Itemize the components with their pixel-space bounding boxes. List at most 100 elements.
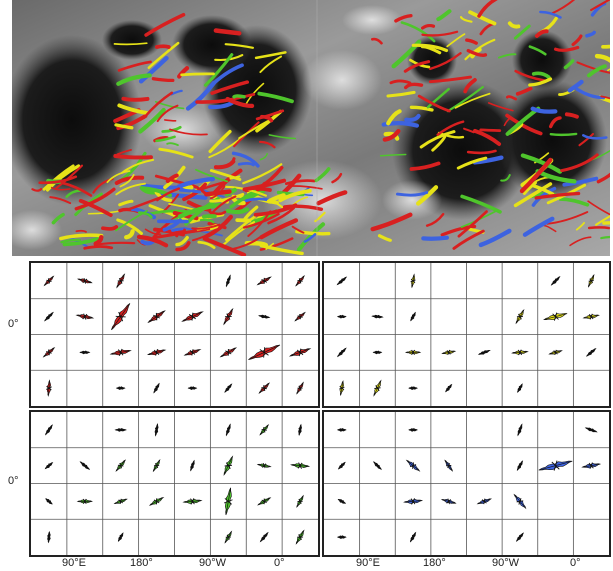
- rose-diagram: [337, 461, 346, 470]
- x-tick-label: 90°E: [356, 557, 380, 569]
- rose-diagram: [47, 532, 51, 543]
- rose-diagram: [406, 350, 420, 355]
- rose-diagram: [153, 383, 161, 394]
- rose-diagram: [409, 387, 417, 390]
- panel-grid: [31, 263, 318, 406]
- rose-diagram: [585, 426, 597, 433]
- rose-diagram: [43, 275, 55, 287]
- x-tick-label: 0°: [274, 557, 285, 569]
- rose-diagram: [405, 458, 421, 473]
- rose-diagram: [477, 497, 492, 506]
- y-zero-label-bottom: 0°: [8, 475, 19, 487]
- rose-diagram: [512, 349, 528, 355]
- rose-diagram: [410, 274, 417, 288]
- rose-diagram: [219, 345, 237, 359]
- bright-patch: [342, 5, 402, 35]
- red-rose-panel: [29, 261, 320, 408]
- rose-diagram: [338, 536, 346, 539]
- rose-diagram: [115, 428, 126, 431]
- rose-diagram: [225, 424, 232, 436]
- rose-diagram: [257, 381, 271, 395]
- lineament-trace: [153, 79, 172, 81]
- x-tick-label: 90°E: [62, 557, 86, 569]
- rose-diagram: [543, 310, 568, 323]
- rose-diagram: [78, 499, 92, 504]
- rose-diagram: [338, 315, 346, 318]
- rose-diagram: [337, 498, 346, 505]
- rose-diagram: [516, 460, 524, 471]
- lineament-trace: [123, 99, 147, 100]
- rose-diagram: [443, 459, 454, 472]
- rose-diagram: [338, 381, 345, 396]
- lineament-trace: [551, 134, 576, 135]
- rose-diagram: [478, 349, 490, 356]
- x-tick-label: 90°W: [199, 557, 226, 569]
- rose-diagram: [256, 275, 272, 287]
- lineament-map: [12, 0, 610, 256]
- rose-diagram: [46, 380, 52, 396]
- lineament-trace: [182, 74, 214, 75]
- rose-diagram: [373, 461, 383, 471]
- rose-diagram: [289, 346, 312, 360]
- lineament-trace: [239, 163, 253, 165]
- green-rose-panel: [29, 410, 320, 557]
- rose-diagram: [586, 274, 596, 288]
- lineament-trace: [216, 31, 239, 34]
- rose-diagram: [146, 308, 166, 325]
- rose-diagram: [441, 497, 456, 505]
- rose-diagram: [117, 532, 124, 542]
- lineament-trace: [589, 227, 609, 228]
- rose-diagram: [404, 498, 422, 505]
- bright-patch: [142, 105, 222, 155]
- panel-grid: [31, 412, 318, 555]
- y-zero-label-top: 0°: [8, 318, 19, 330]
- rose-diagram: [512, 493, 528, 510]
- rose-diagram: [224, 383, 233, 393]
- rose-diagram: [184, 347, 202, 358]
- rose-diagram: [582, 461, 601, 470]
- rose-diagram: [80, 351, 90, 354]
- x-tick-label: 0°: [570, 557, 581, 569]
- rose-diagram: [222, 487, 234, 516]
- lineament-trace: [115, 156, 151, 157]
- rose-diagram: [444, 383, 452, 392]
- rose-diagram: [154, 424, 159, 436]
- rose-diagram: [298, 424, 303, 435]
- rose-diagram: [247, 341, 282, 364]
- rose-diagram: [44, 311, 55, 322]
- rose-diagram: [337, 347, 348, 358]
- rose-diagram: [188, 387, 196, 390]
- rose-diagram: [409, 312, 416, 322]
- rose-diagram: [514, 309, 526, 325]
- rose-diagram: [114, 497, 128, 506]
- rose-diagram: [223, 530, 233, 544]
- x-tick-label: 180°: [130, 557, 153, 569]
- rose-diagram: [257, 496, 272, 507]
- bright-patch: [302, 50, 382, 110]
- rose-diagram: [516, 424, 523, 436]
- rose-diagram: [42, 346, 56, 359]
- rose-diagram: [259, 314, 270, 319]
- rose-diagram: [181, 309, 205, 325]
- rose-diagram: [189, 460, 196, 471]
- rose-diagram: [44, 461, 53, 469]
- rose-diagram: [183, 498, 201, 505]
- rose-diagram: [44, 424, 53, 436]
- rose-diagram: [583, 313, 599, 321]
- rose-diagram: [114, 459, 127, 473]
- rose-diagram: [295, 495, 305, 509]
- rose-diagram: [259, 532, 269, 543]
- lineament-trace: [142, 241, 153, 243]
- lineament-trace: [204, 216, 215, 217]
- rose-diagram: [147, 347, 166, 357]
- rose-diagram: [116, 387, 124, 390]
- rose-diagram: [515, 532, 524, 542]
- rose-diagram: [77, 277, 92, 285]
- rose-diagram: [257, 462, 271, 469]
- x-tick-label: 180°: [423, 557, 446, 569]
- rose-diagram: [151, 459, 161, 473]
- rose-diagram: [549, 349, 563, 357]
- x-tick-label: 90°W: [492, 557, 519, 569]
- lineament-trace: [173, 229, 183, 231]
- rose-diagram: [108, 301, 134, 332]
